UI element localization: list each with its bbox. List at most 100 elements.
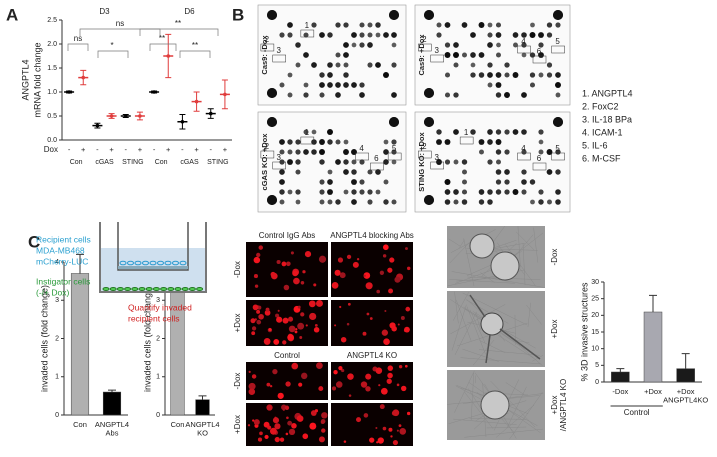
red-cell: [248, 382, 256, 390]
spot: [504, 189, 510, 195]
red-cell: [300, 372, 308, 380]
red-cell: [286, 261, 291, 267]
red-cell: [390, 435, 393, 438]
cytokine: 2. FoxC2: [582, 101, 619, 111]
spot: [521, 52, 527, 58]
texture: [467, 388, 482, 409]
spot-label: 2: [265, 35, 270, 44]
red-cell: [363, 413, 369, 418]
red-cell: [256, 252, 261, 258]
group-label: Control: [624, 408, 650, 417]
spot: [319, 82, 325, 88]
micro-header: ANGPTL4 blocking Abs: [330, 231, 414, 240]
red-cell: [318, 255, 327, 263]
spot-box: [459, 136, 474, 145]
day-label: D3: [99, 7, 110, 16]
spot: [495, 129, 502, 135]
bracket: [149, 43, 177, 51]
spot: [496, 42, 501, 48]
spot: [327, 169, 333, 175]
spot: [319, 199, 325, 205]
red-cell: [406, 411, 411, 416]
red-cell: [392, 439, 398, 446]
red-cell: [388, 427, 393, 432]
error-bar: [616, 368, 625, 372]
ref-spot: [553, 10, 563, 20]
red-cell: [398, 424, 402, 428]
red-cell: [377, 437, 384, 444]
texture: [462, 348, 499, 362]
spot: [327, 62, 333, 68]
red-cell: [321, 412, 328, 419]
bar: [102, 391, 122, 416]
spot: [546, 32, 553, 38]
spot: [504, 129, 510, 135]
blot-title: STING KO: +Dox: [417, 131, 426, 191]
micrograph: [331, 362, 413, 400]
spot: [287, 22, 293, 28]
spot: [436, 32, 442, 38]
red-cell: [313, 327, 320, 333]
red-cell: [400, 315, 405, 320]
cell: [160, 287, 168, 291]
texture: [509, 392, 543, 440]
spot: [470, 52, 476, 58]
red-cell: [254, 284, 259, 288]
spot: [478, 22, 485, 28]
texture: [475, 313, 482, 331]
spot: [453, 129, 459, 135]
spot: [343, 52, 349, 58]
red-cell: [387, 372, 393, 379]
spot: [287, 159, 293, 165]
spot: [479, 149, 484, 155]
spot: [335, 92, 341, 98]
group-label: STING: [122, 159, 143, 166]
spot: [530, 199, 535, 205]
spot: [453, 42, 459, 48]
spot: [512, 32, 519, 38]
red-cell: [250, 318, 256, 324]
x-tick-label: -: [125, 145, 128, 154]
spot: [470, 32, 476, 38]
spot: [453, 92, 459, 98]
spot: [555, 92, 561, 98]
red-cell: [387, 365, 394, 371]
spot-box: [517, 152, 531, 161]
spot: [279, 82, 285, 88]
spot: [303, 92, 309, 98]
ref-spot: [424, 10, 434, 20]
spot: [504, 92, 510, 98]
error-bar: [76, 253, 84, 274]
x-tick-label: -: [210, 145, 213, 154]
red-cell: [282, 408, 285, 411]
texture: [526, 304, 542, 325]
spot: [343, 22, 349, 28]
spot: [311, 149, 317, 155]
red-cell: [265, 307, 270, 312]
cell: [172, 260, 179, 266]
red-cell: [286, 416, 289, 420]
spot: [351, 179, 357, 185]
red-cell: [333, 370, 338, 375]
cell: [142, 260, 149, 266]
spot: [495, 189, 502, 195]
spot-label: 6: [537, 47, 542, 56]
spot-label: 5: [555, 37, 560, 46]
spot-label: 5: [555, 144, 560, 153]
y-tick-label: 0: [156, 412, 160, 419]
red-cell: [281, 261, 287, 267]
red-cell: [331, 386, 337, 391]
cell: [490, 251, 520, 281]
y-tick-label: 25: [591, 296, 599, 303]
y-axis-label: % 3D invasive structures: [579, 282, 589, 382]
spot-label: 4: [521, 144, 526, 153]
texture: [522, 243, 526, 285]
spot: [444, 179, 451, 185]
cytokine: 6. M-CSF: [582, 153, 621, 163]
texture: [527, 302, 531, 328]
red-cell: [273, 339, 280, 345]
group-label: cGAS: [95, 159, 114, 166]
spot: [351, 189, 357, 195]
red-cell: [404, 364, 408, 368]
red-cell: [339, 272, 346, 279]
